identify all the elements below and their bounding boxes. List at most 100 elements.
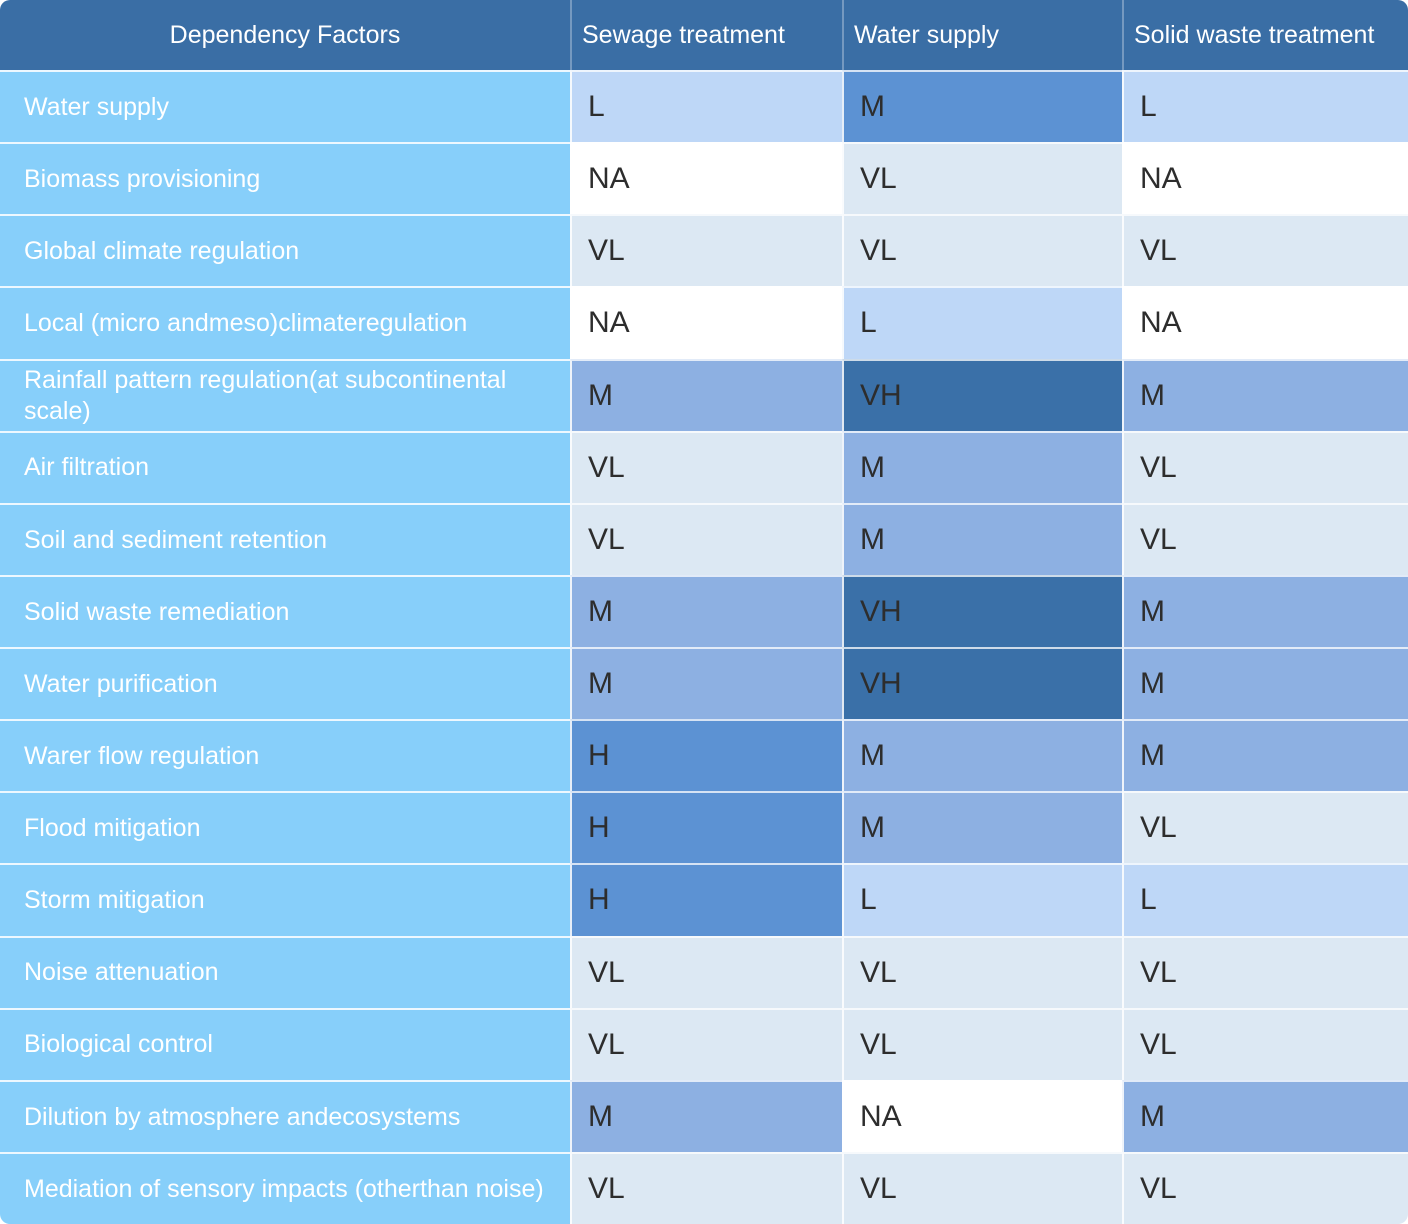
factor-cell-row-6-label: Air filtration bbox=[24, 453, 150, 482]
value-cell-r7-c1: VL bbox=[570, 502, 842, 575]
value-cell-r8-c2: VH bbox=[842, 574, 1122, 647]
factor-cell-row-13-label: Noise attenuation bbox=[24, 958, 219, 987]
value-cell-r3-c1: VL bbox=[570, 214, 842, 287]
value-cell-r6-c1-label: VL bbox=[588, 450, 625, 484]
value-cell-r4-c3-label: NA bbox=[1140, 306, 1182, 340]
factor-cell-row-1: Water supply bbox=[0, 70, 570, 143]
factor-cell-row-12: Storm mitigation bbox=[0, 863, 570, 936]
factor-cell-row-4: Local (micro andmeso)climateregulation bbox=[0, 286, 570, 359]
value-cell-r13-c1-label: VL bbox=[588, 955, 625, 989]
value-cell-r5-c1-label: M bbox=[588, 378, 613, 412]
value-cell-r1-c1-label: L bbox=[588, 90, 605, 124]
value-cell-r9-c2-label: VH bbox=[860, 667, 902, 701]
header-col-3: Solid waste treatment bbox=[1122, 0, 1408, 70]
value-cell-r13-c3-label: VL bbox=[1140, 955, 1177, 989]
value-cell-r8-c3: M bbox=[1122, 574, 1408, 647]
factor-cell-row-7-label: Soil and sediment retention bbox=[24, 525, 327, 554]
value-cell-r6-c2-label: M bbox=[860, 450, 885, 484]
factor-cell-row-10-label: Warer flow regulation bbox=[24, 741, 260, 770]
factor-cell-row-2: Biomass provisioning bbox=[0, 142, 570, 215]
header-dependency-factors-label: Dependency Factors bbox=[169, 20, 401, 49]
value-cell-r1-c2-label: M bbox=[860, 90, 885, 124]
value-cell-r3-c2-label: VL bbox=[860, 234, 897, 268]
factor-cell-row-2-label: Biomass provisioning bbox=[24, 164, 261, 193]
value-cell-r15-c3: M bbox=[1122, 1079, 1408, 1152]
value-cell-r15-c2: NA bbox=[842, 1079, 1122, 1152]
value-cell-r4-c1-label: NA bbox=[588, 306, 630, 340]
value-cell-r16-c1-label: VL bbox=[588, 1171, 625, 1205]
value-cell-r3-c1-label: VL bbox=[588, 234, 625, 268]
value-cell-r11-c3-label: VL bbox=[1140, 811, 1177, 845]
value-cell-r13-c2: VL bbox=[842, 935, 1122, 1008]
value-cell-r9-c3-label: M bbox=[1140, 667, 1165, 701]
value-cell-r8-c2-label: VH bbox=[860, 594, 902, 628]
value-cell-r8-c1-label: M bbox=[588, 594, 613, 628]
factor-cell-row-12-label: Storm mitigation bbox=[24, 886, 205, 915]
value-cell-r9-c3: M bbox=[1122, 647, 1408, 720]
factor-cell-row-9-label: Water purification bbox=[24, 669, 218, 698]
factor-cell-row-8: Solid waste remediation bbox=[0, 574, 570, 647]
value-cell-r2-c2: VL bbox=[842, 142, 1122, 215]
value-cell-r2-c1-label: NA bbox=[588, 162, 630, 196]
value-cell-r14-c3-label: VL bbox=[1140, 1027, 1177, 1061]
factor-cell-row-11-label: Flood mitigation bbox=[24, 814, 201, 843]
factor-cell-row-1-label: Water supply bbox=[24, 92, 169, 121]
header-col-3-label: Solid waste treatment bbox=[1134, 20, 1375, 49]
value-cell-r7-c3: VL bbox=[1122, 502, 1408, 575]
factor-cell-row-3-label: Global climate regulation bbox=[24, 237, 300, 266]
value-cell-r12-c2: L bbox=[842, 863, 1122, 936]
factor-cell-row-9: Water purification bbox=[0, 647, 570, 720]
value-cell-r2-c1: NA bbox=[570, 142, 842, 215]
value-cell-r1-c1: L bbox=[570, 70, 842, 143]
value-cell-r12-c3-label: L bbox=[1140, 883, 1157, 917]
factor-cell-row-3: Global climate regulation bbox=[0, 214, 570, 287]
value-cell-r5-c2-label: VH bbox=[860, 378, 902, 412]
value-cell-r10-c2-label: M bbox=[860, 739, 885, 773]
value-cell-r14-c1-label: VL bbox=[588, 1027, 625, 1061]
value-cell-r10-c3-label: M bbox=[1140, 739, 1165, 773]
value-cell-r16-c2: VL bbox=[842, 1151, 1122, 1224]
factor-cell-row-13: Noise attenuation bbox=[0, 935, 570, 1008]
value-cell-r5-c3: M bbox=[1122, 358, 1408, 431]
value-cell-r4-c3: NA bbox=[1122, 286, 1408, 359]
factor-cell-row-15-label: Dilution by atmosphere andecosystems bbox=[24, 1102, 461, 1131]
value-cell-r14-c1: VL bbox=[570, 1007, 842, 1080]
factor-cell-row-5: Rainfall pattern regulation(at subcontin… bbox=[0, 358, 570, 431]
value-cell-r8-c1: M bbox=[570, 574, 842, 647]
value-cell-r3-c2: VL bbox=[842, 214, 1122, 287]
header-dependency-factors: Dependency Factors bbox=[0, 0, 570, 70]
value-cell-r15-c1-label: M bbox=[588, 1099, 613, 1133]
factor-cell-row-14: Biological control bbox=[0, 1007, 570, 1080]
value-cell-r4-c2: L bbox=[842, 286, 1122, 359]
value-cell-r10-c2: M bbox=[842, 719, 1122, 792]
value-cell-r10-c1: H bbox=[570, 719, 842, 792]
value-cell-r6-c2: M bbox=[842, 430, 1122, 503]
value-cell-r16-c3-label: VL bbox=[1140, 1171, 1177, 1205]
value-cell-r11-c1: H bbox=[570, 791, 842, 864]
value-cell-r9-c1-label: M bbox=[588, 667, 613, 701]
value-cell-r12-c3: L bbox=[1122, 863, 1408, 936]
value-cell-r16-c3: VL bbox=[1122, 1151, 1408, 1224]
factor-cell-row-4-label: Local (micro andmeso)climateregulation bbox=[24, 309, 468, 338]
value-cell-r1-c3-label: L bbox=[1140, 90, 1157, 124]
value-cell-r16-c1: VL bbox=[570, 1151, 842, 1224]
factor-cell-row-11: Flood mitigation bbox=[0, 791, 570, 864]
value-cell-r13-c3: VL bbox=[1122, 935, 1408, 1008]
value-cell-r4-c2-label: L bbox=[860, 306, 877, 340]
value-cell-r7-c1-label: VL bbox=[588, 522, 625, 556]
value-cell-r7-c3-label: VL bbox=[1140, 522, 1177, 556]
factor-cell-row-7: Soil and sediment retention bbox=[0, 502, 570, 575]
value-cell-r2-c3: NA bbox=[1122, 142, 1408, 215]
header-col-2: Water supply bbox=[842, 0, 1122, 70]
factor-cell-row-8-label: Solid waste remediation bbox=[24, 597, 290, 626]
value-cell-r10-c1-label: H bbox=[588, 739, 610, 773]
value-cell-r2-c3-label: NA bbox=[1140, 162, 1182, 196]
value-cell-r14-c3: VL bbox=[1122, 1007, 1408, 1080]
value-cell-r4-c1: NA bbox=[570, 286, 842, 359]
value-cell-r16-c2-label: VL bbox=[860, 1171, 897, 1205]
value-cell-r1-c3: L bbox=[1122, 70, 1408, 143]
value-cell-r6-c3-label: VL bbox=[1140, 450, 1177, 484]
factor-cell-row-5-label: Rainfall pattern regulation(at subcontin… bbox=[24, 366, 507, 425]
